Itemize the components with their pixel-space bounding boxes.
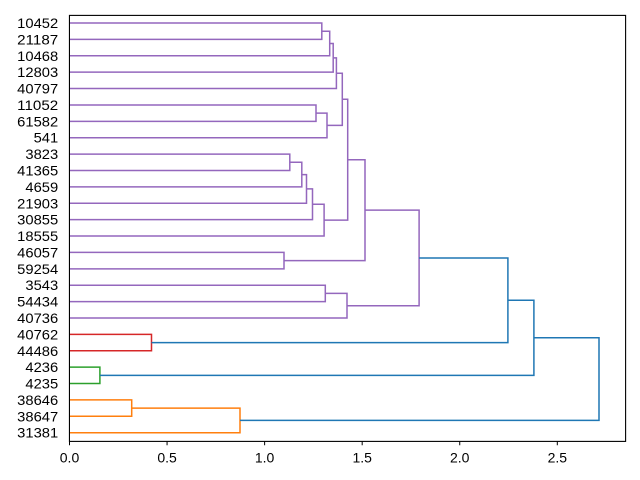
svg-text:0.5: 0.5 (157, 449, 177, 465)
svg-text:10452: 10452 (17, 16, 58, 31)
svg-text:46057: 46057 (17, 245, 58, 260)
svg-text:0.0: 0.0 (60, 449, 80, 465)
svg-text:3823: 3823 (25, 147, 58, 162)
svg-text:41365: 41365 (17, 163, 58, 178)
svg-text:21903: 21903 (17, 196, 58, 211)
svg-text:38647: 38647 (17, 409, 58, 424)
svg-text:1.5: 1.5 (352, 449, 372, 465)
svg-text:3543: 3543 (25, 278, 58, 293)
svg-text:11052: 11052 (17, 98, 58, 113)
svg-text:38646: 38646 (17, 393, 58, 408)
svg-text:4235: 4235 (25, 377, 58, 392)
svg-text:4659: 4659 (25, 180, 58, 195)
svg-text:2.5: 2.5 (548, 449, 568, 465)
svg-text:541: 541 (34, 131, 59, 146)
svg-text:40762: 40762 (17, 327, 58, 342)
svg-text:10468: 10468 (17, 49, 58, 64)
svg-text:21187: 21187 (17, 32, 58, 47)
svg-text:4236: 4236 (25, 360, 58, 375)
svg-text:59254: 59254 (17, 262, 58, 277)
svg-text:30855: 30855 (17, 213, 58, 228)
svg-text:61582: 61582 (17, 114, 58, 129)
svg-text:44486: 44486 (17, 344, 58, 359)
svg-text:40736: 40736 (17, 311, 58, 326)
svg-text:31381: 31381 (17, 426, 58, 441)
svg-text:1.0: 1.0 (255, 449, 275, 465)
svg-text:54434: 54434 (17, 295, 58, 310)
svg-text:12803: 12803 (17, 65, 58, 80)
svg-text:2.0: 2.0 (450, 449, 470, 465)
svg-text:18555: 18555 (17, 229, 58, 244)
svg-text:40797: 40797 (17, 82, 58, 97)
